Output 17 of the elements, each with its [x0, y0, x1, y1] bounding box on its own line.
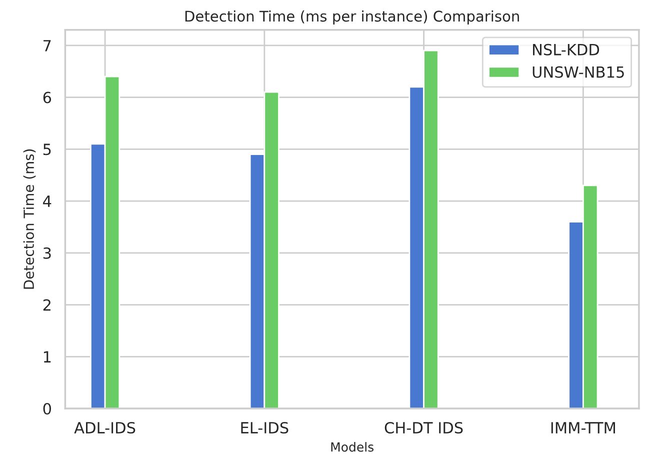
y-tick-label: 4 — [43, 196, 52, 207]
y-tick-label: 7 — [44, 40, 51, 52]
legend-label: UNSW-NB15 — [532, 66, 624, 78]
x-tick-label: CH-DT IDS — [384, 422, 463, 434]
y-tick-label: 1 — [44, 351, 51, 362]
chart-title: Detection Time (ms per instance) Comparison — [185, 10, 519, 25]
y-axis-title: Detection Time (ms) — [23, 149, 36, 289]
y-tick-label: 3 — [43, 247, 51, 259]
y-tick-label: 5 — [43, 144, 51, 156]
legend-label: NSL-KDD — [533, 44, 600, 56]
y-tick-label: 2 — [43, 299, 50, 311]
x-tick-label: IMM-TTM — [551, 422, 615, 434]
y-tick-label: 0 — [43, 402, 51, 415]
x-tick-label: EL-IDS — [241, 422, 288, 434]
y-tick-label: 6 — [43, 92, 52, 104]
x-tick-label: ADL-IDS — [74, 422, 136, 434]
x-axis-title: Models — [331, 442, 374, 452]
